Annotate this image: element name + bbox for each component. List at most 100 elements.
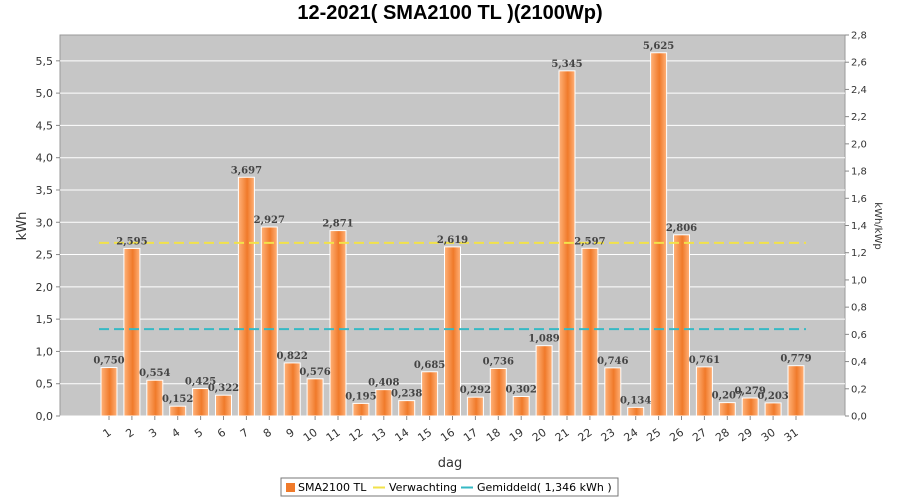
bar-day-20 <box>535 345 553 417</box>
x-tick-label: 2 <box>123 426 136 441</box>
x-tick-label: 29 <box>736 426 755 445</box>
bar-day-4 <box>169 405 187 417</box>
data-label-day-23: 0,746 <box>597 356 628 367</box>
x-tick-label: 15 <box>415 426 434 445</box>
data-label-day-5: 0,425 <box>185 377 216 388</box>
data-label-day-27: 0,761 <box>689 355 720 366</box>
y2-tick-label: 2,8 <box>851 31 867 42</box>
data-label-day-18: 0,736 <box>483 356 514 367</box>
bar-day-27 <box>695 366 713 417</box>
x-tick-label: 21 <box>553 426 572 445</box>
bar-day-28 <box>718 402 736 417</box>
bar-day-23 <box>604 367 622 417</box>
y2-tick-label: 2,4 <box>851 85 867 96</box>
bar-day-30 <box>764 402 782 417</box>
y-tick-label: 0,0 <box>36 410 54 423</box>
bar-day-8 <box>260 226 278 417</box>
y2-tick-label: 0,6 <box>851 330 867 341</box>
x-tick-label: 19 <box>507 426 526 445</box>
bar-day-10 <box>306 378 324 417</box>
data-label-day-11: 2,871 <box>322 219 353 230</box>
bar-day-3 <box>146 379 164 417</box>
data-label-day-24: 0,134 <box>620 395 651 406</box>
x-tick-label: 28 <box>713 426 732 445</box>
x-tick-label: 9 <box>284 426 297 441</box>
x-tick-label: 30 <box>759 426 778 445</box>
y-tick-label: 5,5 <box>36 55 54 68</box>
bar-day-25 <box>650 52 668 417</box>
y-tick-label: 3,5 <box>36 184 54 197</box>
legend-label-expected: Verwachting <box>389 481 457 494</box>
y2-tick-label: 1,0 <box>851 275 867 286</box>
legend-box <box>280 477 619 497</box>
bar-day-2 <box>123 247 141 417</box>
bar-day-9 <box>283 362 301 417</box>
x-tick-label: 1 <box>101 426 114 441</box>
data-label-day-30: 0,203 <box>757 391 788 402</box>
y2-tick-label: 1,4 <box>851 221 867 232</box>
x-axis-label: dag <box>438 456 462 471</box>
data-label-day-4: 0,152 <box>162 394 193 405</box>
x-tick-label: 22 <box>576 426 595 445</box>
y-tick-label: 2,5 <box>36 249 54 262</box>
data-label-day-15: 0,685 <box>414 360 445 371</box>
data-label-day-8: 2,927 <box>254 215 285 226</box>
data-label-day-2: 2,595 <box>116 236 147 247</box>
y-tick-label: 1,5 <box>36 313 54 326</box>
y2-tick-label: 0,2 <box>851 384 867 395</box>
bar-day-18 <box>489 367 507 417</box>
x-tick-label: 10 <box>301 426 320 445</box>
y-axis-label: kWh <box>15 212 30 241</box>
y-axis-ticks: 0,0 0,5 1,0 1,5 2,0 2,5 3,0 3,5 4,0 4,5 5,0 5,5 <box>36 55 60 423</box>
x-tick-label: 5 <box>192 426 205 441</box>
y2-tick-label: 1,6 <box>851 194 867 205</box>
bar-day-22 <box>581 247 599 417</box>
x-tick-label: 20 <box>530 426 549 445</box>
data-label-day-22: 2,597 <box>574 236 605 247</box>
x-tick-label: 23 <box>599 426 618 445</box>
chart-title: 12-2021( SMA2100 TL )(2100Wp) <box>297 2 602 24</box>
y2-tick-label: 0,8 <box>851 303 867 314</box>
x-tick-label: 6 <box>215 426 228 441</box>
y-tick-label: 2,0 <box>36 281 54 294</box>
data-label-day-7: 3,697 <box>231 165 262 176</box>
x-tick-label: 3 <box>146 426 159 441</box>
y-tick-label: 3,0 <box>36 216 54 229</box>
bar-day-19 <box>512 395 530 417</box>
x-tick-label: 27 <box>690 426 709 445</box>
y2-tick-label: 2,0 <box>851 139 867 150</box>
data-label-day-6: 0,322 <box>208 383 239 394</box>
bar-day-26 <box>673 234 690 417</box>
bar-day-11 <box>329 230 347 417</box>
data-label-day-17: 0,292 <box>460 385 491 396</box>
bar-day-6 <box>215 394 232 417</box>
y2-tick-label: 0,4 <box>851 357 867 368</box>
y-tick-label: 5,0 <box>36 87 54 100</box>
x-tick-label: 25 <box>644 426 663 445</box>
x-tick-label: 7 <box>238 426 251 441</box>
y2-tick-label: 1,8 <box>851 167 867 178</box>
bar-day-1 <box>100 367 118 417</box>
y2-axis-ticks: 0,0 0,2 0,4 0,6 0,8 1,0 1,2 1,4 1,6 1,8 2,0 2,2 2,4 2… <box>845 31 867 423</box>
legend-label-average: Gemiddeld( 1,346 kWh ) <box>477 481 612 494</box>
x-tick-label: 14 <box>392 426 411 445</box>
bar-day-15 <box>421 371 439 417</box>
legend-label-series: SMA2100 TL <box>298 481 367 494</box>
data-label-day-9: 0,822 <box>277 351 308 362</box>
data-label-day-12: 0,195 <box>345 391 376 402</box>
data-label-day-14: 0,238 <box>391 389 422 400</box>
data-label-day-28: 0,207 <box>712 391 743 402</box>
y2-tick-label: 2,2 <box>851 112 867 123</box>
y2-tick-label: 2,6 <box>851 58 867 69</box>
data-label-day-13: 0,408 <box>368 378 399 389</box>
x-tick-label: 11 <box>324 426 343 445</box>
x-tick-label: 12 <box>347 426 366 445</box>
data-label-day-19: 0,302 <box>506 384 537 395</box>
reference-lines <box>99 241 806 331</box>
data-label-day-26: 2,806 <box>666 223 697 234</box>
bar-day-24 <box>627 406 645 417</box>
y-tick-label: 1,0 <box>36 345 54 358</box>
x-tick-label: 16 <box>438 426 457 445</box>
x-tick-label: 13 <box>370 426 389 445</box>
